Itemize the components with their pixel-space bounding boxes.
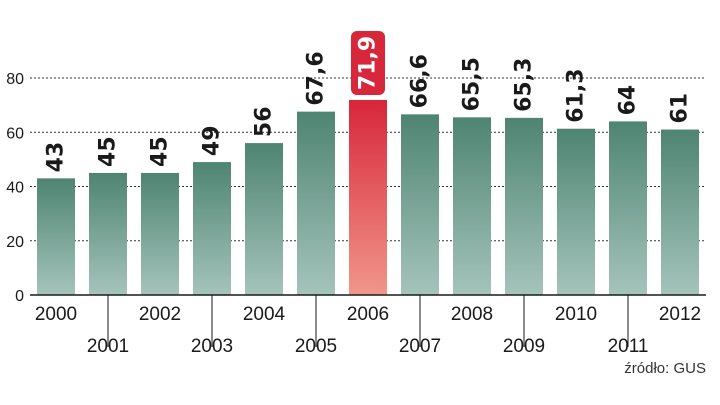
- x-tick-label-2009: 2009: [503, 336, 545, 357]
- value-label-2006: 71,9: [356, 36, 381, 90]
- value-label-2011: 64: [616, 85, 641, 116]
- value-label-2009: 65,3: [512, 58, 537, 112]
- y-tick-label: 60: [6, 125, 24, 142]
- value-label-2005: 67,6: [304, 51, 329, 105]
- x-tick-label-2005: 2005: [295, 336, 337, 357]
- value-labels: 43 45 45 49 56 67,6 71,9 66,6 65,5 65,3 61,3 64 61: [44, 30, 693, 173]
- x-tick-label-2010: 2010: [555, 304, 597, 325]
- y-tick-label: 40: [6, 180, 24, 197]
- y-tick-label: 20: [6, 234, 24, 251]
- bar-2005: [297, 111, 335, 295]
- value-label-2008: 65,5: [460, 57, 485, 111]
- x-tick-label-2012: 2012: [659, 304, 701, 325]
- value-label-2001: 45: [96, 136, 121, 167]
- bar-2010: [557, 128, 595, 295]
- y-tick-label: 0: [15, 288, 24, 305]
- bar-2004: [245, 143, 283, 295]
- value-label-2012: 61: [668, 93, 693, 124]
- bar-2009: [505, 117, 543, 295]
- x-tick-label-2006: 2006: [347, 304, 389, 325]
- bar-2002: [141, 172, 179, 295]
- bar-2006: [349, 99, 387, 295]
- bar-2012: [661, 129, 699, 295]
- x-tick-label-2008: 2008: [451, 304, 493, 325]
- x-axis: 2000 2001 2002 2003 2004 2005 2006 2007 2008 2009…: [30, 294, 706, 357]
- bar-2011: [609, 121, 647, 296]
- bars: [37, 99, 699, 296]
- value-label-2010: 61,3: [564, 68, 589, 122]
- value-label-2007: 66,6: [408, 54, 433, 108]
- x-tick-label-2000: 2000: [35, 304, 77, 325]
- value-label-2004: 56: [252, 106, 277, 137]
- bar-2001: [89, 172, 127, 295]
- bar-2007: [401, 114, 439, 295]
- source-note: źródło: GUS: [624, 360, 706, 377]
- highlight-label-badge: [351, 30, 385, 95]
- x-tick-label-2004: 2004: [243, 304, 286, 325]
- value-label-2003: 49: [200, 125, 225, 156]
- y-tick-label: 80: [6, 71, 24, 88]
- x-tick-label-2002: 2002: [139, 304, 181, 325]
- x-tick-label-2003: 2003: [191, 336, 233, 357]
- value-label-2002: 45: [148, 136, 173, 167]
- bar-2008: [453, 117, 491, 295]
- x-tick-label-2007: 2007: [399, 336, 441, 357]
- value-label-2000: 43: [44, 142, 69, 173]
- y-axis: 0 20 40 60 80: [6, 71, 24, 305]
- bar-2000: [37, 178, 75, 295]
- x-tick-label-2011: 2011: [608, 336, 649, 357]
- x-tick-label-2001: 2001: [87, 336, 129, 357]
- bar-2003: [193, 162, 231, 295]
